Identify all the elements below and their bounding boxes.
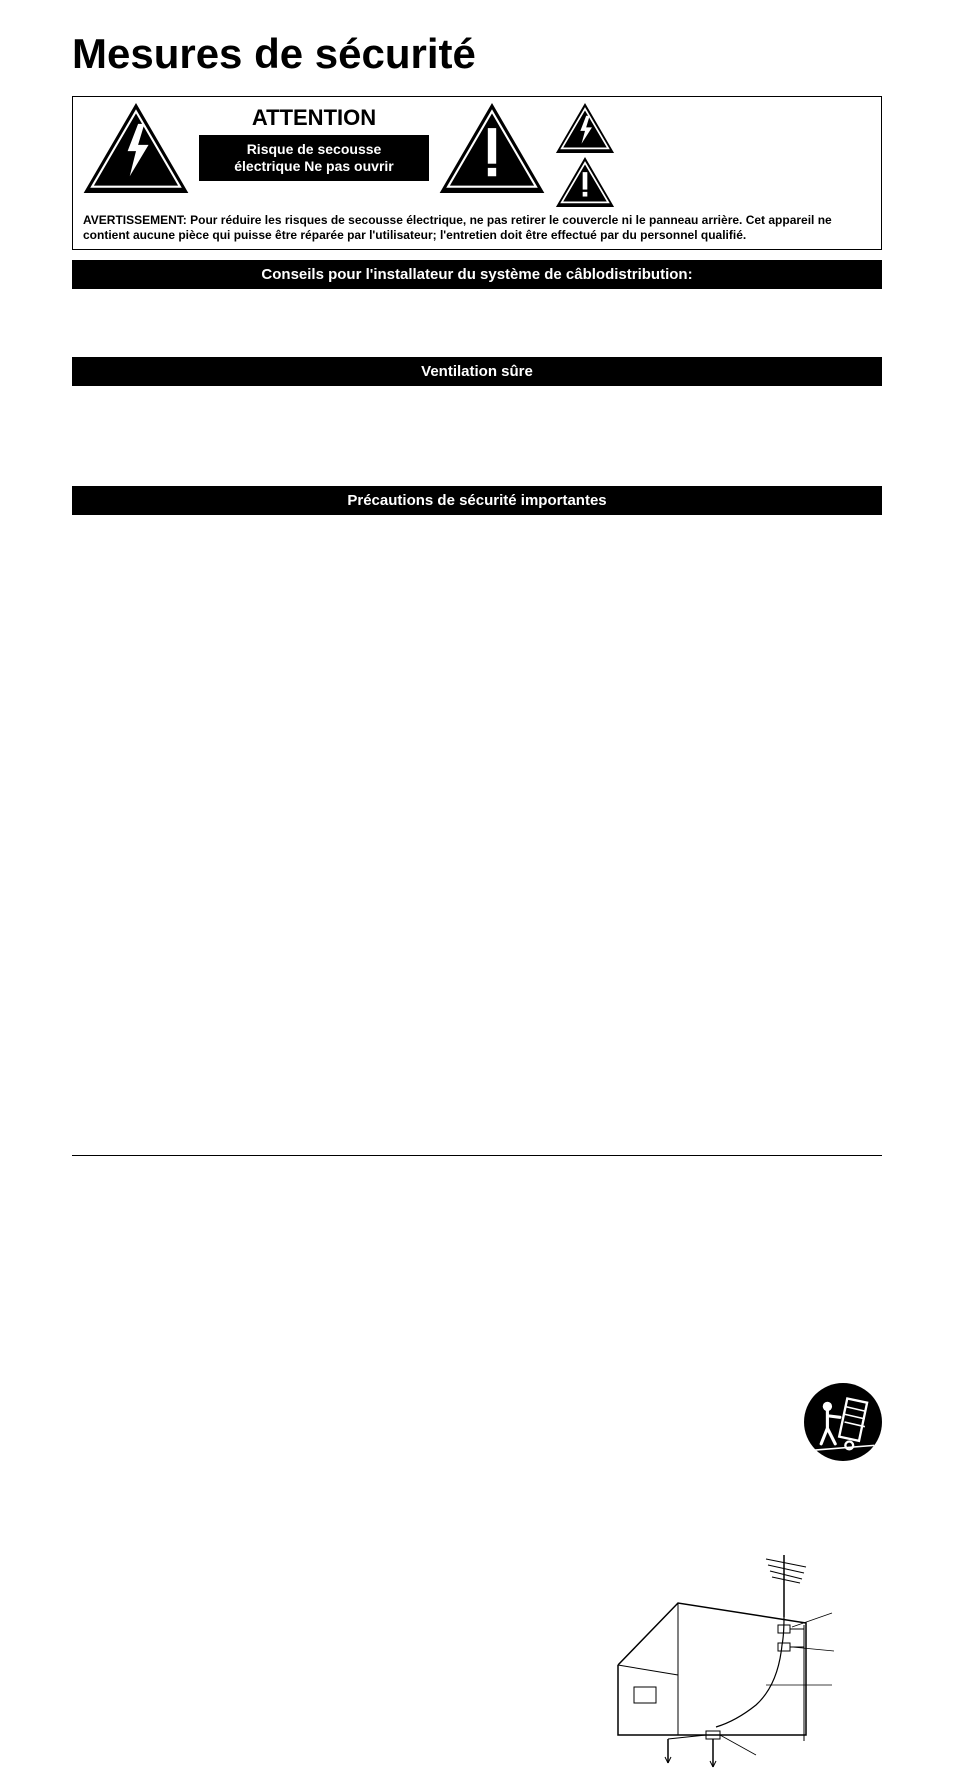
avertissement-text: AVERTISSEMENT: Pour réduire les risques … [81, 213, 873, 243]
attention-sub-line2: électrique Ne pas ouvrir [234, 158, 394, 174]
exclamation-triangle-small-icon [555, 157, 615, 207]
house-antenna-grounding-diagram [606, 1555, 846, 1775]
exclamation-triangle-icon [437, 103, 547, 193]
page-number [72, 1156, 882, 1162]
person-pushing-cart-icon [804, 1383, 882, 1461]
page-title: Mesures de sécurité [72, 30, 882, 78]
attention-subtext: Risque de secousse électrique Ne pas ouv… [199, 135, 429, 181]
lightning-triangle-icon [81, 103, 191, 193]
attention-box: ATTENTION Risque de secousse électrique … [199, 103, 429, 181]
lightning-triangle-small-icon [555, 103, 615, 153]
attention-frame: ATTENTION Risque de secousse électrique … [72, 96, 882, 250]
section-bar-precautions: Précautions de sécurité importantes [72, 486, 882, 515]
content-area [72, 1155, 882, 1162]
section-bar-conseils: Conseils pour l'installateur du système … [72, 260, 882, 289]
section-bar-ventilation: Ventilation sûre [72, 357, 882, 386]
attention-heading: ATTENTION [199, 103, 429, 135]
attention-sub-line1: Risque de secousse [247, 141, 382, 157]
